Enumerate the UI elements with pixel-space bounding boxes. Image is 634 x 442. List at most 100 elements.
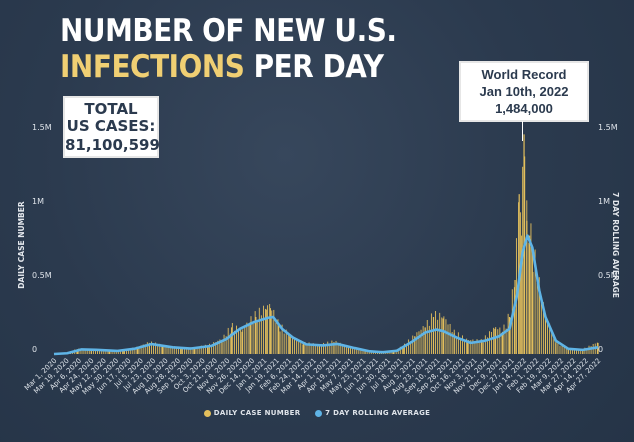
- total-cases-box: TOTAL US CASES: 81,100,599: [63, 96, 160, 158]
- daily-bar: [192, 347, 194, 354]
- daily-bar: [146, 342, 148, 354]
- daily-bar: [325, 344, 327, 354]
- daily-bar: [92, 349, 94, 354]
- daily-bar: [399, 346, 401, 354]
- daily-bar: [132, 347, 134, 354]
- daily-bar-point: [520, 235, 522, 354]
- daily-bar: [489, 331, 490, 354]
- daily-bar: [486, 337, 488, 354]
- daily-bar: [493, 327, 495, 354]
- daily-bar: [329, 344, 331, 354]
- daily-bar: [194, 347, 196, 354]
- daily-bar: [439, 312, 441, 354]
- daily-bar: [534, 249, 536, 354]
- daily-bar-point: [403, 345, 405, 354]
- daily-bar: [468, 340, 470, 354]
- daily-bar-point: [567, 348, 569, 354]
- daily-bar: [590, 346, 592, 354]
- daily-bar: [304, 341, 306, 354]
- daily-bars: [55, 134, 599, 354]
- daily-bar: [103, 350, 105, 354]
- daily-bar: [331, 340, 333, 354]
- daily-bar-point: [364, 350, 366, 354]
- total-label-line1: TOTAL: [84, 100, 138, 118]
- daily-bar: [491, 331, 492, 354]
- daily-bar: [391, 351, 393, 354]
- daily-bar: [551, 332, 553, 354]
- daily-bar: [350, 345, 351, 354]
- daily-bar: [202, 347, 204, 354]
- daily-bar-point: [180, 348, 182, 354]
- daily-bar-point: [161, 345, 164, 354]
- daily-bar: [115, 350, 117, 354]
- daily-bar-point: [544, 317, 547, 354]
- daily-bar: [584, 347, 586, 354]
- daily-bar: [354, 346, 356, 354]
- daily-bar-point: [582, 349, 584, 354]
- y-tick-label-right: 1.5M: [598, 123, 618, 132]
- daily-bar: [362, 349, 364, 354]
- daily-bar: [314, 344, 316, 354]
- legend: DAILY CASE NUMBER 7 DAY ROLLING AVERAGE: [0, 409, 634, 417]
- daily-bar: [578, 349, 580, 354]
- daily-bar: [126, 350, 128, 354]
- daily-bar: [113, 350, 115, 354]
- daily-bar: [281, 324, 283, 354]
- daily-bar: [254, 311, 256, 354]
- daily-bar: [366, 350, 368, 354]
- daily-bar-point: [453, 333, 455, 354]
- daily-bar: [84, 349, 86, 354]
- daily-bar: [144, 344, 146, 354]
- daily-bar: [557, 341, 559, 354]
- daily-bar-point: [231, 327, 233, 354]
- daily-bar: [175, 348, 177, 354]
- daily-bar: [142, 344, 144, 354]
- daily-bar: [128, 348, 130, 354]
- daily-bar: [316, 344, 318, 354]
- daily-bar: [335, 340, 337, 354]
- daily-bar-point: [221, 339, 223, 354]
- legend-swatch-average: [315, 409, 323, 417]
- daily-bar: [265, 308, 266, 354]
- daily-bar: [153, 345, 154, 354]
- daily-bar: [213, 342, 215, 354]
- daily-bar: [435, 311, 437, 354]
- y-tick-label-right: 0: [598, 345, 603, 354]
- daily-bar-point: [123, 350, 125, 354]
- daily-bar: [323, 342, 325, 354]
- daily-bar: [186, 347, 188, 354]
- daily-bar: [279, 331, 281, 354]
- daily-bar-point: [466, 340, 468, 354]
- daily-bar: [505, 328, 507, 354]
- daily-bar: [260, 315, 262, 354]
- daily-bar: [503, 324, 505, 354]
- daily-bar: [157, 345, 159, 354]
- daily-bar: [561, 344, 563, 354]
- daily-bar-point: [193, 347, 195, 354]
- daily-bar: [269, 304, 271, 354]
- daily-bar: [321, 344, 322, 354]
- daily-bar: [182, 347, 184, 354]
- daily-bar: [501, 332, 503, 354]
- title-highlight: INFECTIONS: [60, 49, 245, 85]
- daily-bar-point: [392, 351, 394, 354]
- daily-bar-point: [249, 322, 251, 354]
- daily-bar: [532, 272, 534, 354]
- daily-bar: [339, 342, 341, 354]
- daily-bar: [449, 323, 451, 354]
- daily-bar: [484, 335, 486, 354]
- daily-bar-point: [528, 235, 531, 354]
- daily-bar: [445, 319, 447, 354]
- daily-bar: [462, 335, 463, 354]
- daily-bar: [196, 346, 198, 354]
- daily-bar: [337, 343, 339, 354]
- daily-bar: [99, 350, 101, 354]
- daily-bar: [547, 320, 548, 354]
- y-tick-label-left: 0.5M: [32, 271, 52, 280]
- daily-bar: [240, 328, 242, 354]
- daily-bar: [155, 342, 157, 354]
- daily-bar-point: [265, 309, 267, 354]
- daily-bar: [457, 332, 459, 354]
- daily-bar: [509, 317, 511, 354]
- y-tick-label-left: 1.5M: [32, 123, 52, 132]
